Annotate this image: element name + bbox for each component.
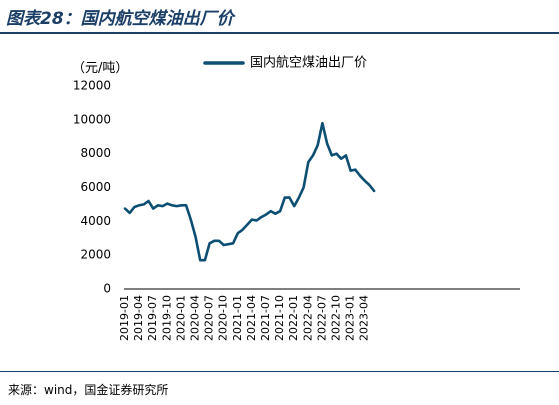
x-axis-ticks: 2019-01 2019-04 2019-07 2019-10 2020-01 2020-… — [118, 295, 371, 341]
x-tick-label: 2019-07 — [146, 295, 159, 341]
x-tick-label: 2021-10 — [273, 295, 286, 341]
x-tick-label: 2019-01 — [118, 295, 131, 341]
y-tick-label: 4000 — [80, 214, 111, 228]
x-tick-label: 2022-04 — [301, 295, 314, 341]
x-tick-label: 2019-04 — [132, 295, 145, 341]
y-tick-label: 6000 — [80, 180, 111, 194]
x-tick-label: 2019-10 — [160, 295, 173, 341]
x-tick-label: 2022-07 — [315, 295, 328, 341]
y-tick-label: 2000 — [80, 248, 111, 262]
x-tick-label: 2020-01 — [174, 295, 187, 341]
x-tick-label: 2022-10 — [330, 295, 343, 341]
x-tick-label: 2020-07 — [203, 295, 216, 341]
source-note: 来源：wind，国金证券研究所 — [8, 383, 169, 397]
legend-label: 国内航空煤油出厂价 — [250, 55, 367, 71]
x-tick-label: 2021-04 — [245, 295, 258, 341]
x-tick-label: 2021-07 — [259, 295, 272, 341]
y-axis-ticks: 0 2000 4000 6000 8000 10000 12000 — [73, 79, 111, 296]
y-tick-label: 8000 — [80, 146, 111, 160]
source-divider — [0, 371, 559, 372]
title-divider — [0, 32, 559, 34]
x-tick-label: 2022-01 — [287, 295, 300, 341]
x-tick-label: 2021-01 — [231, 295, 244, 341]
legend: 国内航空煤油出厂价 — [203, 55, 367, 71]
y-tick-label: 0 — [103, 282, 111, 296]
series-layer — [123, 121, 376, 262]
x-tick-label: 2020-04 — [189, 295, 202, 341]
figure-title: 图表28：国内航空煤油出厂价 — [6, 9, 234, 29]
x-tick-label: 2023-04 — [358, 295, 371, 341]
series-line — [123, 121, 376, 262]
y-tick-label: 10000 — [73, 112, 111, 126]
x-tick-label: 2020-10 — [217, 295, 230, 341]
y-axis-unit-label: （元/吨） — [72, 61, 129, 76]
x-tick-label: 2023-01 — [344, 295, 357, 341]
y-tick-label: 12000 — [73, 79, 111, 93]
